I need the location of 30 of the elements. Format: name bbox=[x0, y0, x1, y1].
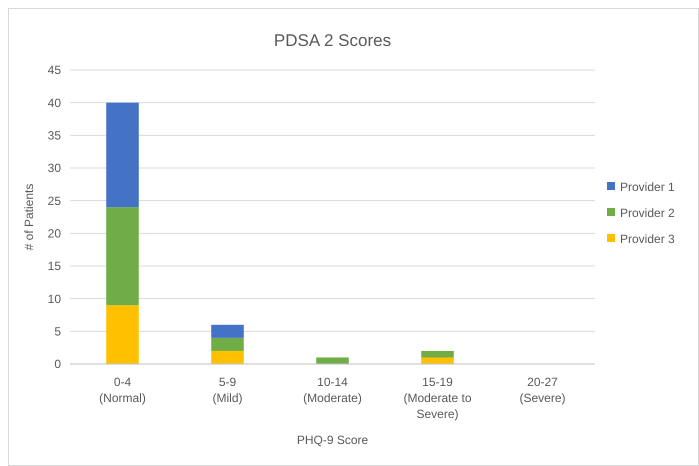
bar bbox=[211, 324, 244, 338]
legend-label: Provider 2 bbox=[620, 206, 676, 220]
y-tick-label: 45 bbox=[48, 63, 62, 78]
y-tick-label: 35 bbox=[48, 128, 62, 143]
bar bbox=[106, 102, 139, 208]
x-tick-label: 0-4 (Normal) bbox=[99, 375, 146, 405]
y-axis-title: # of Patients bbox=[22, 184, 36, 250]
bar bbox=[106, 305, 139, 364]
x-tick-label: 10-14 (Moderate) bbox=[303, 375, 362, 405]
legend-label: Provider 1 bbox=[620, 180, 676, 194]
y-tick-label: 30 bbox=[48, 161, 62, 176]
chart-title: PDSA 2 Scores bbox=[274, 31, 392, 50]
bar bbox=[211, 338, 244, 351]
y-tick-label: 15 bbox=[48, 259, 62, 274]
y-tick-label: 40 bbox=[48, 96, 62, 110]
x-tick-label: 15-19 (Moderate to Severe) bbox=[403, 375, 472, 421]
bar bbox=[211, 350, 244, 364]
x-axis-title: PHQ-9 Score bbox=[296, 433, 368, 447]
legend-label: Provider 3 bbox=[620, 232, 676, 246]
bar bbox=[106, 207, 139, 306]
x-tick-label: 20-27 (Severe) bbox=[519, 375, 566, 405]
y-tick-label: 25 bbox=[48, 194, 62, 208]
y-tick-label: 5 bbox=[54, 324, 62, 339]
bar bbox=[421, 350, 454, 358]
y-tick-label: 0 bbox=[54, 357, 62, 372]
x-tick-label: 5-9 (Mild) bbox=[212, 375, 242, 405]
y-tick-label: 10 bbox=[48, 292, 62, 306]
y-tick-label: 20 bbox=[48, 226, 62, 241]
bar bbox=[421, 357, 454, 364]
bar bbox=[316, 357, 349, 364]
